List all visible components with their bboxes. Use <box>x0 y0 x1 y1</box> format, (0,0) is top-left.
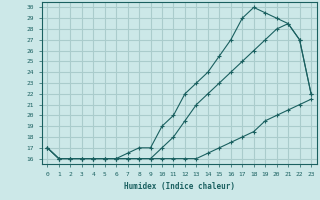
X-axis label: Humidex (Indice chaleur): Humidex (Indice chaleur) <box>124 182 235 191</box>
